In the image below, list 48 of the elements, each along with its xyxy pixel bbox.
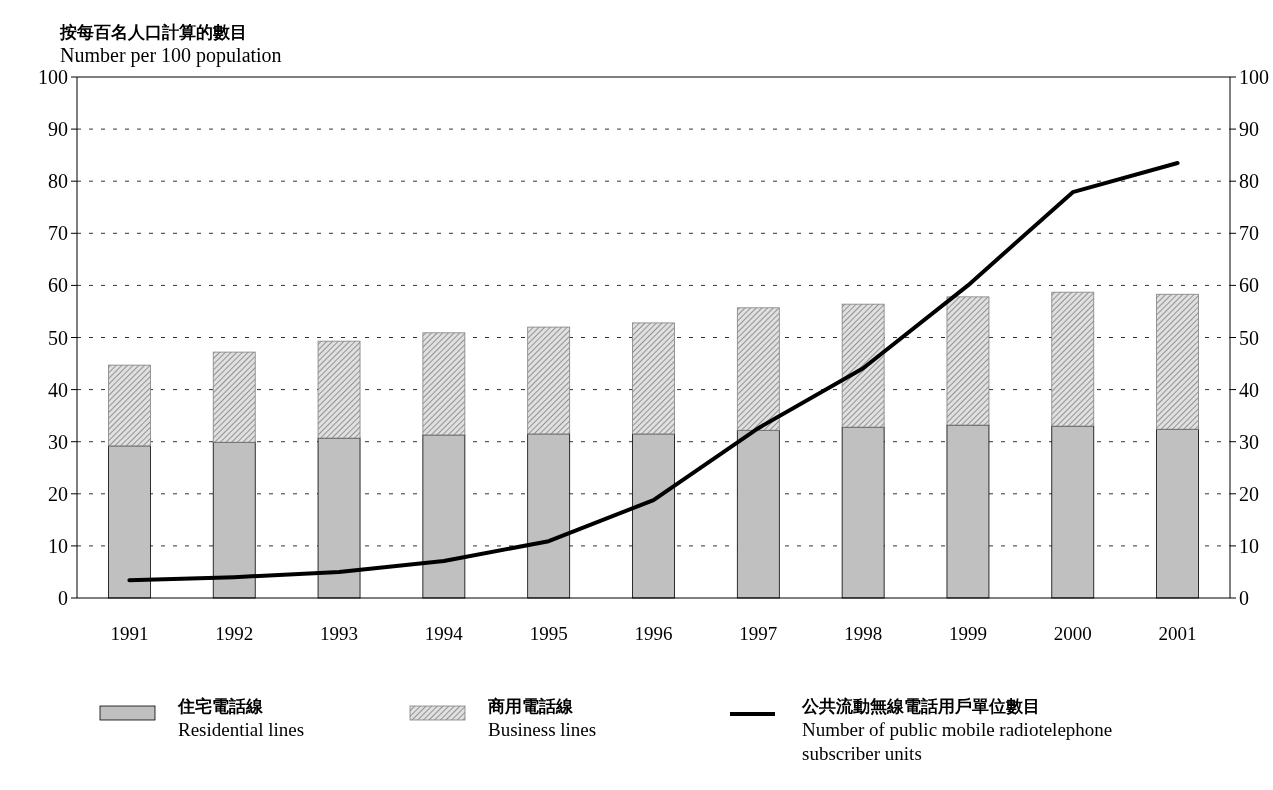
bar (212, 351, 256, 443)
bar (736, 307, 780, 431)
x-tick-label: 1992 (215, 623, 254, 644)
bar (841, 303, 885, 428)
legend-label: 住宅電話線 Residential lines (177, 696, 305, 740)
y-tick-label: 80 (48, 170, 68, 193)
bar (422, 332, 466, 436)
y-tick-label: 60 (48, 274, 68, 297)
y2-tick-label: 50 (1239, 326, 1259, 349)
y-tick-label: 40 (48, 378, 68, 401)
y2-tick-label: 0 (1239, 587, 1249, 609)
bar (108, 364, 151, 447)
y2-tick-label: 100 (1239, 66, 1269, 88)
bar (527, 326, 571, 435)
x-tick-label: 1996 (634, 623, 673, 644)
x-tick-label: 1995 (529, 623, 568, 644)
y-tick-label: 90 (48, 118, 68, 141)
x-tick-label: 1998 (844, 623, 883, 644)
y-tick-label: 100 (38, 66, 68, 88)
y2-tick-label: 30 (1239, 430, 1259, 453)
y2-tick-label: 90 (1239, 118, 1259, 141)
x-tick-label: 1994 (424, 623, 464, 644)
x-tick-label: 2001 (1158, 623, 1197, 644)
y-tick-label: 30 (48, 430, 68, 453)
y2-tick-label: 40 (1239, 378, 1259, 401)
bar (317, 340, 361, 439)
y-axis-title: 按每百名人口計算的數目 Number per 100 population (59, 22, 282, 67)
bar (632, 322, 675, 435)
y-tick-label: 70 (48, 222, 68, 245)
y2-tick-label: 60 (1239, 274, 1259, 297)
bar (1051, 291, 1095, 427)
x-tick-label: 1993 (320, 623, 359, 644)
y-tick-label: 10 (48, 534, 68, 557)
x-tick-label: 1997 (739, 623, 778, 644)
legend-label: 商用電話線 Business lines (487, 696, 597, 740)
legend-label: 公共流動無線電話用戶單位數目 Number of public mobile radiotelephone subscriber units (801, 696, 1113, 764)
x-tick-label: 1999 (948, 623, 987, 644)
y2-tick-label: 80 (1239, 170, 1259, 193)
x-tick-label: 2000 (1053, 623, 1092, 644)
y2-tick-label: 20 (1239, 482, 1259, 505)
y-tick-label: 0 (58, 587, 68, 609)
bar (946, 296, 990, 426)
y2-tick-label: 10 (1239, 534, 1259, 557)
bar (1156, 293, 1199, 430)
y-tick-label: 50 (48, 326, 68, 349)
y2-tick-label: 70 (1239, 222, 1259, 245)
x-tick-label: 1991 (110, 623, 149, 644)
y-tick-label: 20 (48, 482, 68, 505)
